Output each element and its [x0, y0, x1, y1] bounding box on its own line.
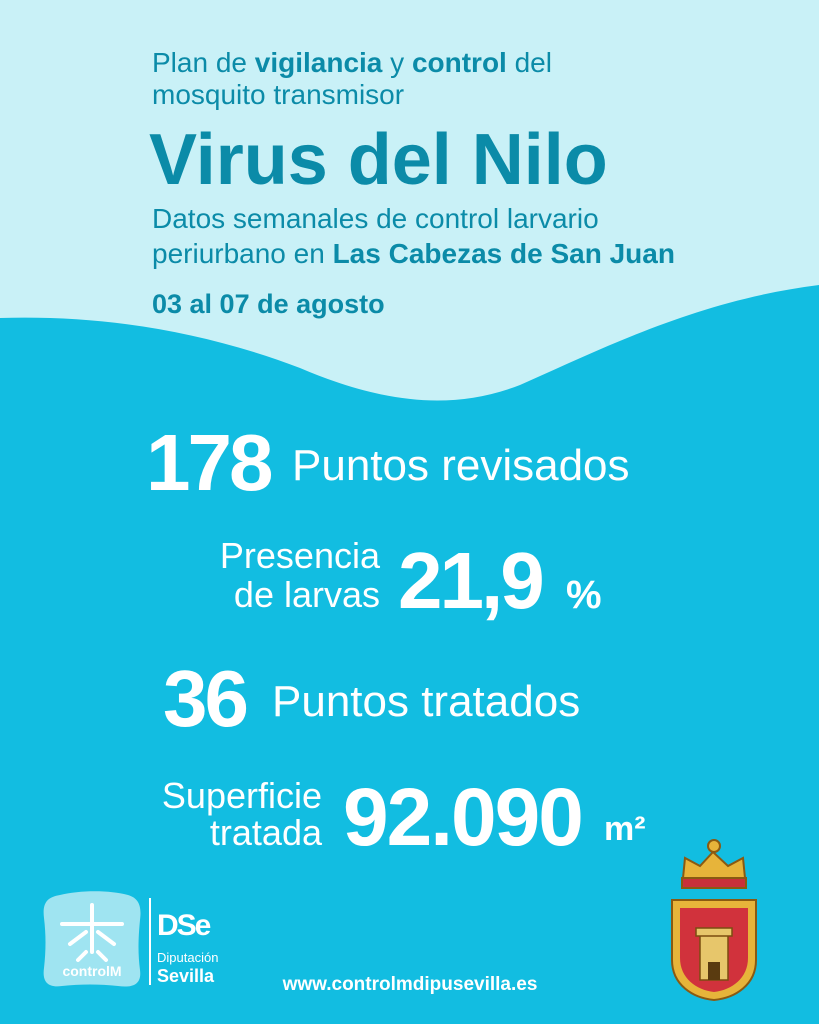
stat-value: 21,9 — [398, 536, 542, 625]
stat-value: 178 — [146, 418, 272, 507]
logo-text: Diputación — [157, 950, 218, 965]
text-segment: y — [382, 47, 412, 78]
stat-unit: m² — [604, 810, 646, 848]
coat-of-arms — [671, 839, 757, 1002]
text-segment: periurbano en — [152, 238, 333, 269]
title: Virus del Nilo — [149, 120, 608, 200]
logo-mark: DSe — [157, 909, 211, 942]
text-segment: vigilancia — [255, 47, 383, 78]
stat-label: Superficie — [162, 775, 322, 816]
stat-label: Puntos tratados — [272, 677, 580, 726]
subtitle-line: periurbano en Las Cabezas de San Juan — [152, 238, 675, 269]
stat-label: Puntos revisados — [292, 441, 630, 490]
text-segment: Plan de — [152, 47, 255, 78]
stat-value: 36 — [163, 654, 246, 743]
website-url: www.controlmdipusevilla.es — [282, 974, 538, 995]
text-segment: control — [412, 47, 507, 78]
wave-header — [0, 0, 819, 401]
text-segment: del — [507, 47, 552, 78]
logo-text: controlM — [62, 963, 121, 979]
intro-line: Plan de vigilancia y control del — [152, 47, 552, 78]
logo-controlm: controlM — [43, 891, 141, 987]
text-segment: Las Cabezas de San Juan — [333, 238, 675, 269]
stat-label: de larvas — [234, 574, 380, 615]
stat-unit: % — [566, 573, 602, 617]
stat-label: tratada — [210, 812, 323, 853]
logo-text: Sevilla — [157, 966, 215, 986]
date: 03 al 07 de agosto — [152, 289, 385, 319]
stat-value: 92.090 — [343, 772, 582, 863]
logo-diputacion: DSe Diputación Sevilla — [157, 909, 218, 986]
subtitle-line: Datos semanales de control larvario — [152, 203, 599, 234]
stat-label: Presencia — [220, 535, 381, 576]
logo-mosquito — [60, 903, 124, 962]
intro-line: mosquito transmisor — [152, 79, 404, 110]
